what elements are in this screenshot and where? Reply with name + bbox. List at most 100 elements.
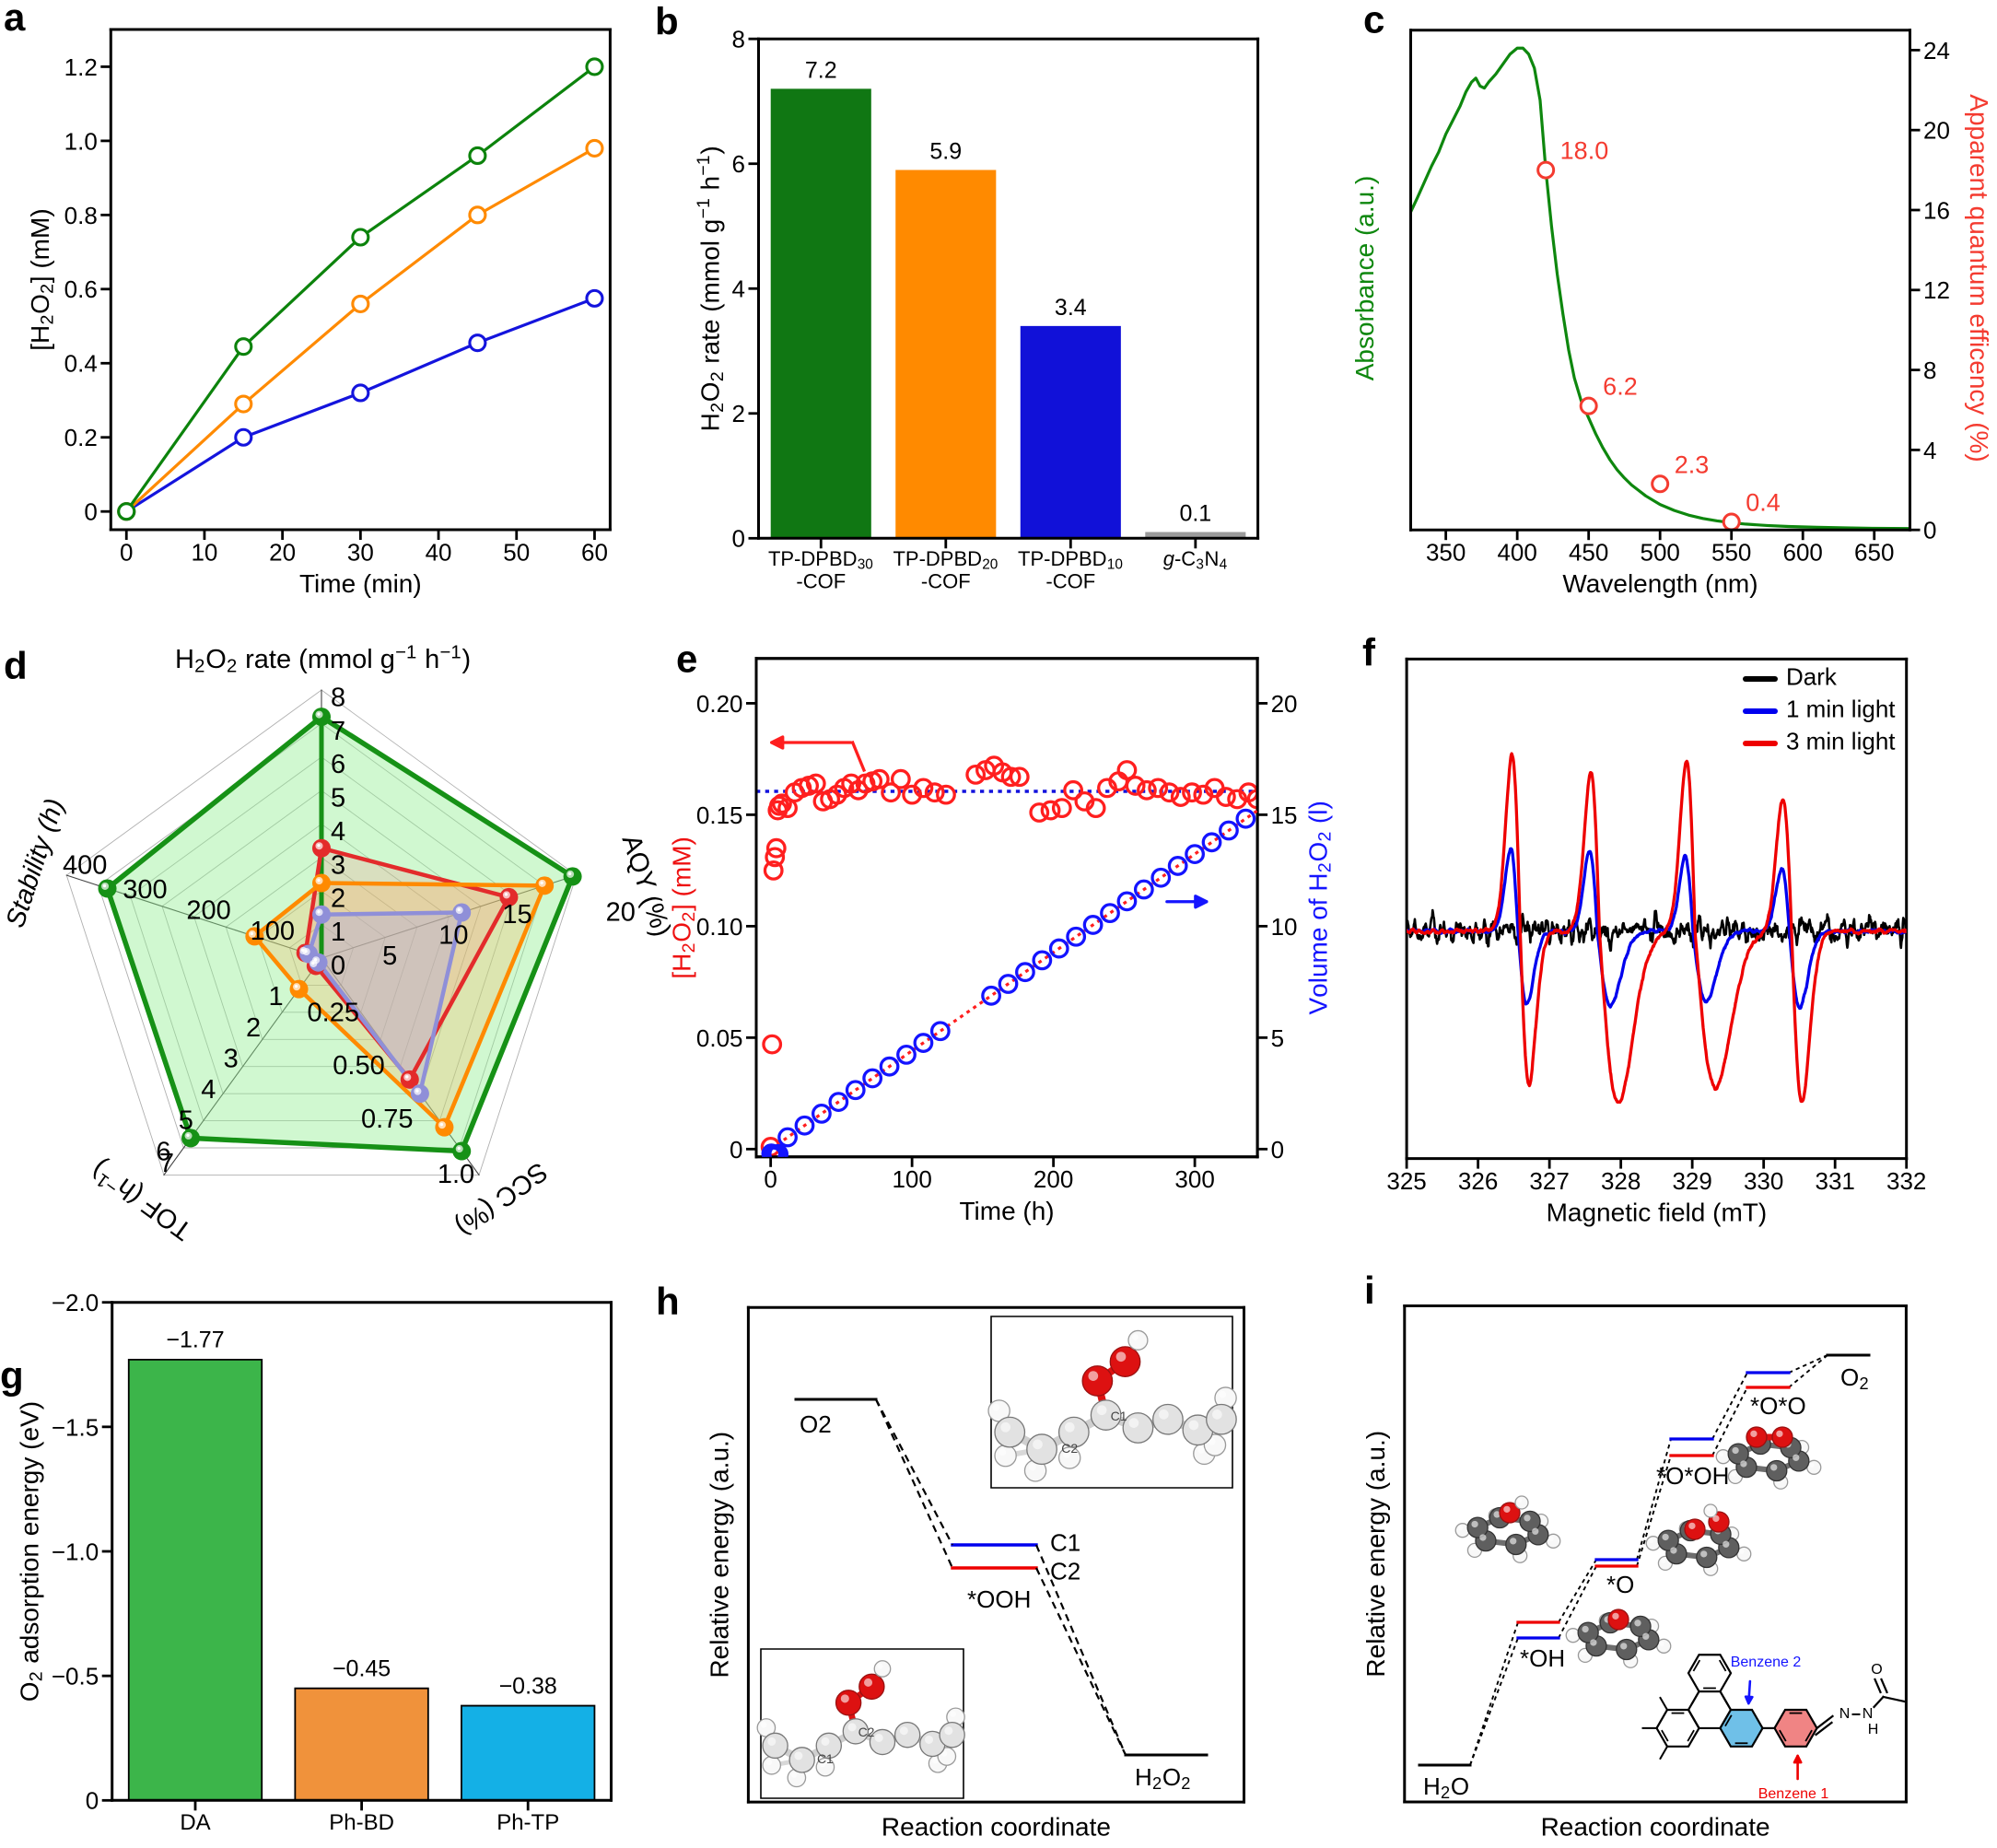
svg-text:−1.77: −1.77 [166,1328,224,1353]
svg-text:4: 4 [732,275,745,303]
svg-text:10: 10 [1271,913,1298,941]
svg-text:0.75: 0.75 [361,1105,413,1134]
svg-text:1: 1 [331,918,345,947]
svg-text:V o l u: V o l u m e o f H O ( l ) 2 2 [1303,797,1335,1015]
svg-text:10: 10 [438,921,468,951]
svg-text:6: 6 [331,750,345,779]
svg-text:a: a [4,0,26,39]
svg-text:7: 7 [159,1149,174,1178]
svg-text:4: 4 [331,817,345,847]
svg-text:300: 300 [123,875,167,905]
svg-text:C1: C1 [817,1751,834,1766]
svg-text:Magnetic field (mT): Magnetic field (mT) [1547,1199,1768,1227]
svg-text:N: N [1863,1706,1874,1722]
svg-text:O a d: O a d s o r p t i o n e n e r g y ( e V [15,1397,46,1702]
svg-text:g: g [0,1354,24,1398]
svg-text:12: 12 [1923,276,1950,304]
svg-text:100: 100 [892,1165,931,1193]
svg-text:5: 5 [331,784,345,813]
svg-text:C2: C2 [1061,1441,1078,1456]
svg-text:T P -: T P - D P B D 2 0 [893,547,998,572]
svg-text:40: 40 [426,538,452,566]
svg-text:1.0: 1.0 [64,127,98,155]
svg-text:332: 332 [1886,1167,1926,1195]
svg-text:200: 200 [1034,1165,1073,1193]
svg-text:6: 6 [156,1137,170,1166]
svg-text:H O r: H O r a t e ( m m o l g h ) 2 2 − 1 − [694,142,728,432]
svg-text:Wavelength (nm): Wavelength (nm) [1562,569,1758,598]
svg-text:1: 1 [268,982,283,1012]
svg-text:325: 325 [1386,1167,1426,1195]
svg-text:5: 5 [179,1106,193,1136]
svg-text:5: 5 [382,942,397,971]
svg-text:−1.5: −1.5 [52,1413,99,1441]
svg-text:O: O [1871,1662,1882,1678]
svg-text:C2: C2 [1050,1558,1080,1585]
svg-text:1.2: 1.2 [64,53,98,81]
svg-text:0.2: 0.2 [64,424,98,451]
svg-text:3 min light: 3 min light [1786,728,1896,755]
svg-text:*OOH: *OOH [967,1585,1031,1613]
svg-text:0: 0 [730,1136,742,1164]
svg-text:d: d [4,644,28,687]
svg-text:0: 0 [331,951,345,980]
svg-text:−0.38: −0.38 [499,1673,557,1699]
svg-text:h: h [656,1280,680,1323]
svg-text:3: 3 [331,850,345,880]
svg-text:Ph-BD: Ph-BD [329,1810,394,1835]
svg-text:330: 330 [1744,1167,1783,1195]
svg-text:0.4: 0.4 [64,350,98,378]
svg-text:329: 329 [1672,1167,1711,1195]
svg-text:15: 15 [1271,801,1298,829]
svg-text:C1: C1 [1111,1409,1127,1423]
svg-text:Ph-TP: Ph-TP [496,1810,559,1835]
svg-text:0: 0 [732,525,745,553]
svg-text:350: 350 [1426,539,1466,567]
svg-text:326: 326 [1458,1167,1498,1195]
svg-text:*O*OH: *O*OH [1656,1462,1729,1490]
svg-text:Reaction coordinate: Reaction coordinate [882,1812,1111,1841]
svg-text:−1.0: −1.0 [52,1538,99,1565]
svg-text:24: 24 [1923,37,1950,64]
svg-text:C2: C2 [858,1725,875,1739]
svg-text:15: 15 [502,900,531,930]
svg-text:2: 2 [732,400,745,427]
svg-text:Time (h): Time (h) [959,1197,1054,1225]
svg-text:0.8: 0.8 [64,202,98,229]
svg-text:[ H O ]: [ H O ] ( m M ) 2 2 [26,205,57,351]
svg-text:0: 0 [1271,1136,1284,1164]
svg-text:1.0: 1.0 [438,1160,474,1189]
svg-text:20: 20 [1271,690,1298,718]
svg-text:60: 60 [581,538,608,566]
svg-text:0.4: 0.4 [1746,489,1781,517]
svg-text:30: 30 [347,538,374,566]
svg-text:4: 4 [201,1075,216,1105]
svg-text:[ H O ]: [ H O ] ( m M ) 2 2 [667,833,698,979]
svg-text:i: i [1364,1269,1375,1312]
svg-text:2.3: 2.3 [1675,450,1710,478]
svg-text:650: 650 [1854,539,1894,567]
svg-text:Relative energy (a.u.): Relative energy (a.u.) [706,1432,734,1678]
svg-text:300: 300 [1174,1165,1214,1193]
svg-text:550: 550 [1711,539,1751,567]
svg-text:Time (min): Time (min) [299,569,422,598]
svg-text:*O*O: *O*O [1750,1392,1806,1420]
svg-text:0.20: 0.20 [696,690,743,718]
svg-text:327: 327 [1529,1167,1569,1195]
svg-text:0.50: 0.50 [333,1051,384,1081]
svg-text:−0.45: −0.45 [333,1655,391,1681]
svg-text:0.6: 0.6 [64,275,98,303]
svg-text:16: 16 [1923,196,1950,224]
svg-text:O2: O2 [800,1410,832,1438]
svg-text:Apparent quantum efficency (%): Apparent quantum efficency (%) [1965,94,1993,462]
svg-text:O 2: O 2 [1840,1363,1869,1393]
svg-text:f: f [1362,631,1376,674]
svg-text:*OH: *OH [1520,1644,1565,1672]
svg-text:400: 400 [1497,539,1536,567]
svg-text:8: 8 [1923,357,1936,384]
svg-text:10: 10 [191,538,217,566]
svg-text:5.9: 5.9 [929,139,962,165]
svg-text:3.4: 3.4 [1055,295,1087,321]
svg-text:−2.0: −2.0 [52,1289,99,1316]
svg-text:Benzene 1: Benzene 1 [1758,1786,1829,1802]
